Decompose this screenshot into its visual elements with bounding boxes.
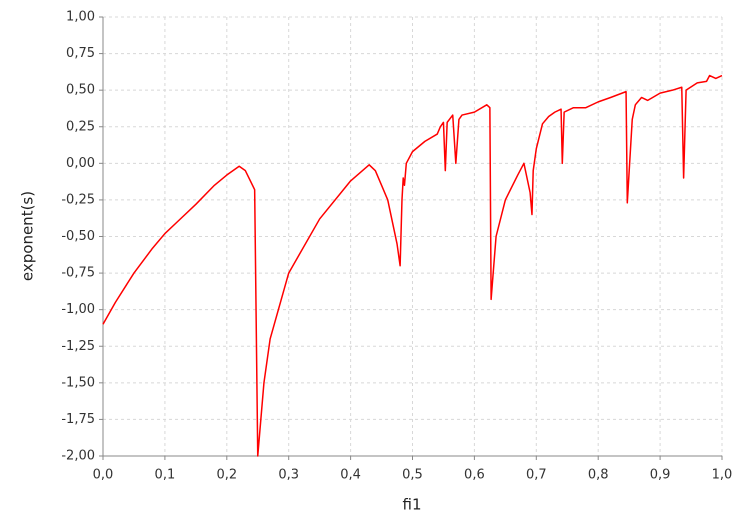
y-tick-label: -1,00	[61, 302, 95, 317]
y-tick-label: -1,75	[61, 412, 95, 427]
y-tick-label: 0,50	[66, 83, 95, 98]
y-tick-label: 0,25	[66, 119, 95, 134]
y-tick-label: 1,00	[66, 10, 95, 25]
y-tick-label: -1,50	[61, 375, 95, 390]
y-tick-label: -0,25	[61, 192, 95, 207]
x-tick-label: 0,9	[650, 468, 671, 483]
y-tick-label: -0,75	[61, 266, 95, 281]
x-tick-label: 0,3	[278, 468, 299, 483]
x-tick-label: 0,1	[155, 468, 176, 483]
x-tick-label: 0,2	[216, 468, 237, 483]
data-line	[102, 74, 723, 457]
y-tick-label: -1,25	[61, 339, 95, 354]
x-tick-label: 0,8	[588, 468, 609, 483]
y-axis-title: exponent(s)	[19, 191, 37, 281]
y-tick-label: -2,00	[61, 449, 95, 464]
x-tick-label: 0,0	[93, 468, 114, 483]
x-tick-label: 1,0	[712, 468, 733, 483]
x-tick-label: 0,5	[402, 468, 423, 483]
y-tick-label: 0,00	[66, 156, 95, 171]
y-tick-label: 0,75	[66, 46, 95, 61]
x-tick-label: 0,4	[340, 468, 361, 483]
y-tick-label: -0,50	[61, 229, 95, 244]
x-tick-label: 0,6	[464, 468, 485, 483]
x-tick-label: 0,7	[526, 468, 547, 483]
x-axis-title: fi1	[403, 496, 422, 514]
